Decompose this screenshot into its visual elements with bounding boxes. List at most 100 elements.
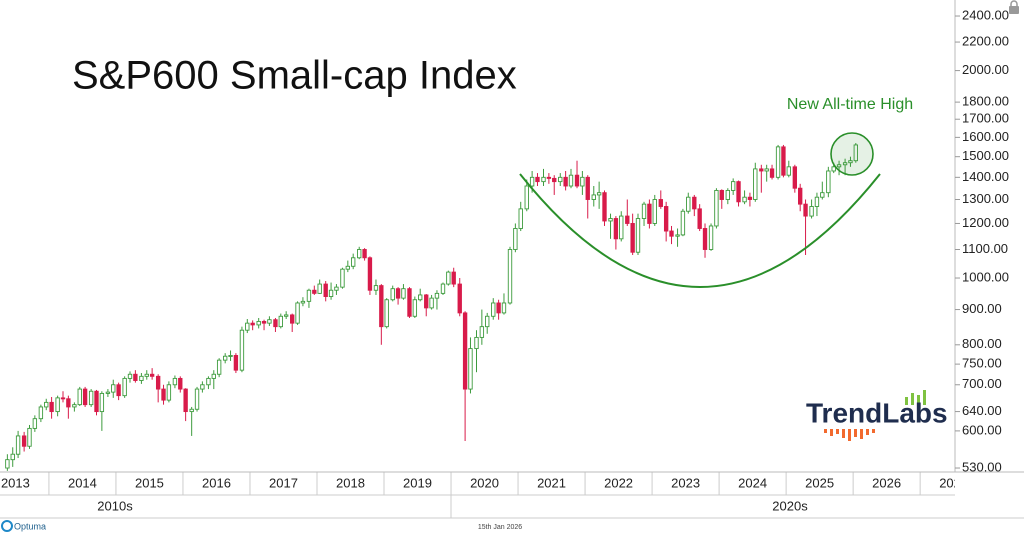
candle-body (32, 418, 38, 429)
y-tick-label: 1800.00 (962, 94, 1009, 109)
brand-icon (1, 520, 13, 532)
candle-body (786, 166, 791, 176)
candle-body (736, 181, 741, 203)
candle-body (166, 384, 172, 401)
y-tick-label: 750.00 (962, 356, 1002, 371)
candle-body (468, 348, 473, 390)
candle-body (373, 285, 379, 291)
candle-body (485, 315, 490, 328)
candle-body (412, 299, 418, 317)
lock-icon (1009, 0, 1019, 14)
candle-body (367, 257, 373, 291)
x-tick-label: 2023 (671, 475, 700, 490)
footer: Optuma 15th Jan 2026 (1, 520, 522, 532)
candle-body (635, 218, 641, 253)
candle-body (189, 408, 194, 413)
candle-body (669, 230, 674, 237)
candle-body (111, 384, 116, 393)
candle-body (334, 286, 339, 291)
y-tick-label: 2000.00 (962, 62, 1009, 77)
x-tick-label: 2015 (135, 475, 164, 490)
candle-body (178, 377, 183, 390)
candle-body (267, 319, 272, 324)
candle-body (245, 322, 250, 331)
candle-body (228, 355, 233, 357)
candle-body (775, 146, 781, 178)
candle-body (172, 377, 178, 386)
y-tick-label: 1500.00 (962, 148, 1009, 163)
x-tick-label: 2021 (537, 475, 566, 490)
candle-body (362, 249, 367, 259)
candle-body (300, 300, 306, 304)
candle-body (702, 228, 708, 250)
x-group-label: 2010s (97, 498, 133, 513)
candle-body (5, 459, 10, 469)
candle-body (49, 401, 54, 413)
candle-body (652, 199, 657, 224)
candle-body (133, 373, 138, 381)
candle-body (558, 176, 563, 183)
candle-body (144, 373, 149, 377)
candle-body (831, 166, 836, 172)
candle-body (429, 297, 434, 309)
candle-body (418, 294, 423, 301)
candle-body (206, 377, 211, 386)
candle-body (491, 302, 496, 317)
candle-body (518, 208, 523, 229)
candle-body (764, 168, 769, 172)
x-tick-label: 2016 (202, 475, 231, 490)
y-tick-label: 700.00 (962, 376, 1002, 391)
candle-body (77, 388, 82, 406)
candle-body (809, 206, 814, 217)
candle-body (261, 320, 267, 324)
candle-body (792, 166, 798, 189)
candle-body (283, 314, 289, 317)
candle-body (127, 373, 133, 379)
candle-body (94, 390, 99, 413)
candle-body (440, 283, 446, 294)
candle-body (401, 288, 406, 299)
y-tick-label: 1700.00 (962, 111, 1009, 126)
candle-body (88, 390, 94, 406)
x-tick-label: 2020 (470, 475, 499, 490)
candle-body (479, 326, 485, 338)
candle-body (451, 271, 456, 285)
candle-body (82, 388, 88, 406)
candle-body (501, 302, 507, 314)
candle-body (513, 228, 518, 250)
candle-body (340, 268, 345, 288)
y-tick-label: 1100.00 (962, 241, 1008, 256)
candle-body (730, 181, 736, 191)
candle-body (290, 314, 295, 324)
candle-body (38, 406, 44, 420)
y-tick-label: 2200.00 (962, 34, 1009, 49)
x-tick-label: 2027 (939, 475, 968, 490)
candle-body (529, 176, 535, 187)
candle-body (55, 397, 60, 413)
candle-body (27, 427, 32, 447)
candle-body (848, 160, 853, 164)
date-stamp: 15th Jan 2026 (478, 524, 522, 531)
annotation: New All-time High (787, 96, 913, 113)
candle-body (535, 176, 540, 183)
candle-body (105, 391, 111, 394)
candle-body (747, 196, 753, 200)
candle-body (161, 388, 166, 401)
trendlabs-logo: TrendLabs (806, 390, 948, 441)
candle-body (803, 203, 808, 217)
candle-body (256, 320, 261, 326)
candle-body (278, 315, 283, 328)
y-tick-label: 900.00 (962, 301, 1002, 316)
candle-body (641, 203, 647, 219)
candle-body (357, 249, 362, 259)
candle-body (608, 218, 613, 222)
candle-body (99, 392, 105, 413)
plot-area: 2013 2014 2015 2016 2017 2018 2019 2020 2021 2022… (1, 143, 968, 495)
candle-body (446, 271, 451, 285)
y-tick-label: 1400.00 (962, 169, 1009, 184)
candle-body (379, 285, 384, 328)
candle-body (15, 435, 21, 455)
candle-body (273, 319, 278, 328)
candle-body (295, 302, 300, 324)
